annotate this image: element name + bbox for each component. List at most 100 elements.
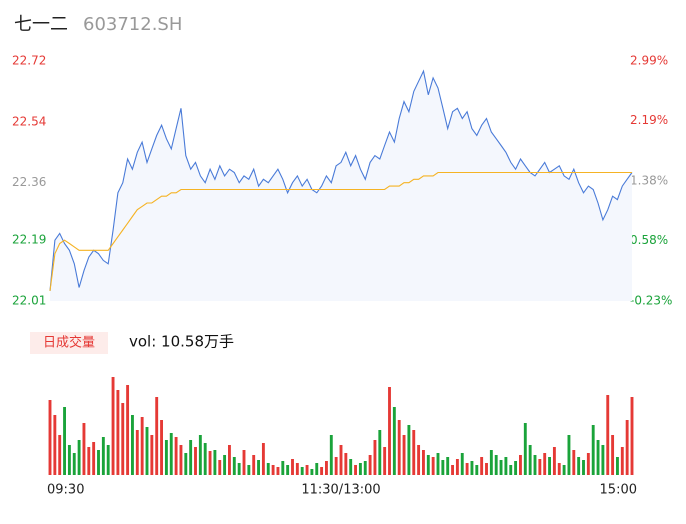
volume-bar [339, 445, 343, 475]
volume-bar [252, 455, 256, 475]
volume-bar [334, 457, 338, 475]
volume-badge [30, 332, 108, 354]
volume-bar [455, 459, 459, 475]
price-line [49, 69, 633, 291]
volume-bar [538, 459, 542, 475]
volume-bar [179, 445, 183, 475]
volume-bar [451, 465, 454, 475]
volume-bar [616, 457, 619, 475]
volume-bar [499, 460, 503, 475]
volume-bar [402, 435, 406, 475]
volume-bar [218, 460, 222, 475]
volume-bar [310, 469, 314, 475]
volume-bar [475, 465, 479, 475]
y-tick-label: 22.01 [12, 294, 46, 308]
volume-bar [203, 443, 207, 475]
volume-bar [446, 457, 450, 475]
volume-bar [436, 453, 440, 475]
volume-bar [92, 442, 96, 475]
volume-bar [354, 465, 357, 475]
volume-bar [514, 461, 518, 475]
volume-bar [101, 437, 105, 475]
volume-bar [543, 453, 547, 475]
volume-bar [320, 467, 324, 475]
volume-bar [116, 390, 120, 475]
volume-bar [422, 450, 425, 475]
volume-bar [184, 453, 188, 475]
volume-bar [441, 460, 445, 475]
volume-bar [237, 463, 241, 475]
volume-bar [155, 397, 159, 475]
volume-bar [426, 455, 430, 475]
volume-bar [572, 450, 576, 475]
volume-bar [121, 403, 125, 475]
volume-bar [489, 450, 493, 475]
volume-bar [519, 455, 522, 475]
volume-bar [383, 447, 387, 475]
volume-bar [295, 463, 299, 475]
volume-bar [344, 453, 348, 475]
volume-bar [145, 427, 149, 475]
volume-bar [552, 447, 556, 475]
volume-bar [164, 440, 168, 475]
volume-bar [533, 455, 537, 475]
volume-bar [53, 415, 57, 475]
volume-bar [388, 387, 391, 475]
volume-bar [523, 423, 527, 475]
subtitle: 603712.SH [83, 14, 182, 35]
volume-bar [48, 400, 52, 475]
volume-bar [106, 445, 110, 475]
volume-bar [150, 435, 154, 475]
volume-bar [232, 457, 236, 475]
volume-bar [548, 457, 551, 475]
volume-bar [257, 460, 260, 475]
volume-bar [407, 425, 411, 475]
volume-bar [305, 465, 309, 475]
volume-bar [480, 457, 484, 475]
volume-bar [160, 420, 163, 475]
volume-bar [58, 435, 62, 475]
volume-bar [131, 415, 134, 475]
volume-bar [601, 445, 605, 475]
volume-bar [72, 453, 76, 475]
volume-bar [325, 461, 328, 475]
volume-bar [315, 463, 319, 475]
volume-bar [140, 417, 144, 475]
y2-tick-label: 1.38% [630, 174, 668, 188]
volume-bar [271, 465, 275, 475]
y-tick-label: 22.36 [12, 175, 46, 189]
volume-bar [373, 440, 377, 475]
y2-tick-label: -0.23% [630, 294, 672, 308]
volume-bar [77, 440, 81, 475]
volume-bar [247, 465, 251, 475]
volume-bar [261, 443, 265, 475]
volume-bar [174, 437, 178, 475]
volume-bar [291, 459, 294, 475]
volume-bar [460, 453, 464, 475]
volume-bar [509, 465, 513, 475]
volume-bar [82, 423, 86, 475]
volume-bar [417, 445, 421, 475]
average-line [49, 171, 632, 291]
volume-bar [281, 461, 285, 475]
volume-bar [97, 450, 100, 475]
volume-bar [620, 447, 624, 475]
volume-bar [412, 430, 416, 475]
volume-bar [504, 457, 508, 475]
volume-bar [208, 451, 212, 475]
volume-bar [358, 463, 362, 475]
volume-label: 日成交量 [43, 335, 95, 351]
x-tick-label: 11:30/13:00 [301, 483, 380, 498]
y-tick-label: 22.72 [12, 54, 46, 68]
y-tick-label: 22.54 [12, 114, 46, 128]
volume-bar [465, 463, 469, 475]
volume-text: vol: 10.58万手 [129, 333, 234, 351]
volume-bar [596, 440, 600, 475]
volume-bar [189, 440, 193, 475]
volume-bar [485, 463, 488, 475]
volume-bar [198, 435, 202, 475]
volume-bar [582, 460, 585, 475]
volume-bar [286, 465, 290, 475]
volume-bar [126, 385, 130, 475]
